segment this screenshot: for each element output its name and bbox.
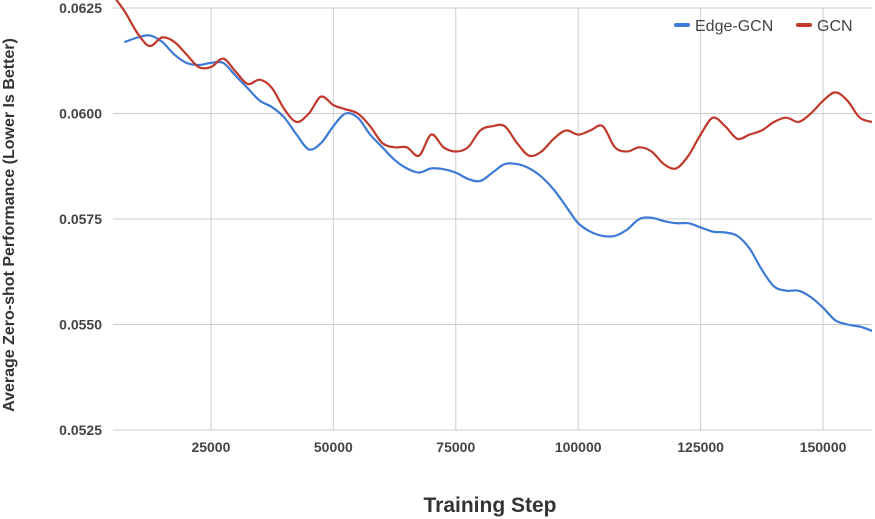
y-axis-ticks: 0.0525 0.0550 0.0575 0.0600 0.0625	[59, 0, 102, 438]
y-tick-label: 0.0550	[59, 317, 102, 333]
x-axis-ticks: 25000 50000 75000 100000 125000 150000	[191, 439, 846, 455]
legend-item: GCN	[796, 18, 853, 35]
x-tick-label: 50000	[314, 439, 353, 455]
legend: Edge-GCN GCN	[674, 18, 853, 35]
y-axis-title: Average Zero-shot Performance (Lower Is …	[1, 38, 18, 412]
y-tick-label: 0.0525	[59, 422, 102, 438]
legend-label: GCN	[817, 18, 853, 35]
x-tick-label: 25000	[191, 439, 230, 455]
x-tick-label: 150000	[800, 439, 847, 455]
legend-label: Edge-GCN	[695, 18, 773, 35]
y-tick-label: 0.0625	[59, 0, 102, 16]
x-axis-title: Training Step	[423, 494, 556, 517]
series-line-edge-gcn	[124, 34, 872, 332]
x-tick-label: 75000	[436, 439, 475, 455]
y-tick-label: 0.0575	[59, 211, 102, 227]
grid-lines	[113, 7, 872, 431]
legend-item: Edge-GCN	[674, 18, 773, 35]
plot-series	[115, 0, 872, 332]
x-tick-label: 100000	[555, 439, 602, 455]
series-line-gcn	[115, 0, 872, 170]
x-tick-label: 125000	[677, 439, 724, 455]
y-tick-label: 0.0600	[59, 106, 102, 122]
